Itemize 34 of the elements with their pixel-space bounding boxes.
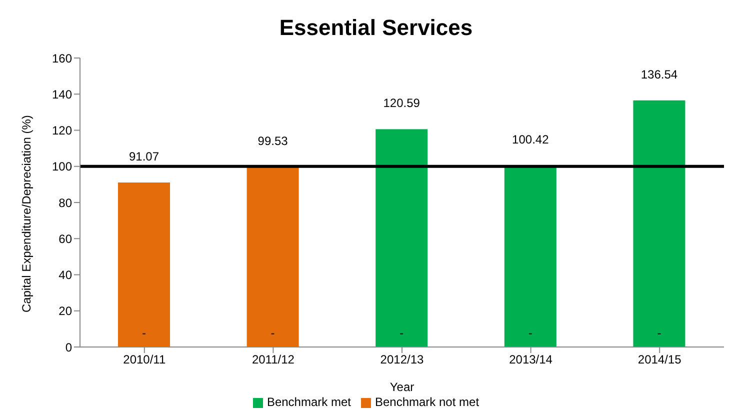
x-tick-label: 2010/11: [123, 352, 166, 367]
y-axis-title: Capital Expenditure/Depreciation (%): [19, 115, 34, 312]
legend-label: Benchmark not met: [374, 395, 480, 409]
x-tick-label: 2011/12: [252, 352, 295, 367]
x-tick-label: 2014/15: [638, 352, 682, 367]
data-label: 99.53: [258, 134, 288, 148]
x-tick-label: 2012/13: [380, 352, 424, 367]
data-label: -: [657, 326, 662, 340]
x-axis-title: Year: [390, 380, 414, 394]
y-tick-label: 160: [52, 51, 72, 66]
data-label: -: [142, 326, 146, 340]
bar: [246, 167, 299, 347]
y-tick-label: 60: [58, 232, 72, 246]
bar: [633, 100, 686, 347]
y-tick-label: 40: [58, 268, 72, 282]
data-label: -: [528, 326, 532, 340]
data-label: 120.59: [383, 96, 420, 110]
y-tick-label: 20: [58, 304, 72, 318]
y-tick-label: 0: [65, 340, 72, 354]
y-tick-label: 80: [58, 196, 72, 210]
data-label: 91.07: [128, 150, 160, 164]
data-label: 136.54: [640, 67, 678, 82]
data-label: -: [270, 326, 275, 340]
x-tick-label: 2013/14: [509, 352, 553, 367]
data-label: -: [400, 326, 404, 340]
data-label: 100.42: [512, 132, 550, 147]
bar: [376, 129, 428, 347]
bar: [504, 166, 556, 347]
y-tick-label: 140: [52, 87, 72, 102]
y-tick-label: 100: [52, 160, 72, 174]
bar: [118, 182, 170, 347]
chart-title: Essential Services: [278, 14, 474, 42]
legend-label: Benchmark met: [266, 395, 351, 409]
y-tick-label: 120: [52, 124, 72, 138]
